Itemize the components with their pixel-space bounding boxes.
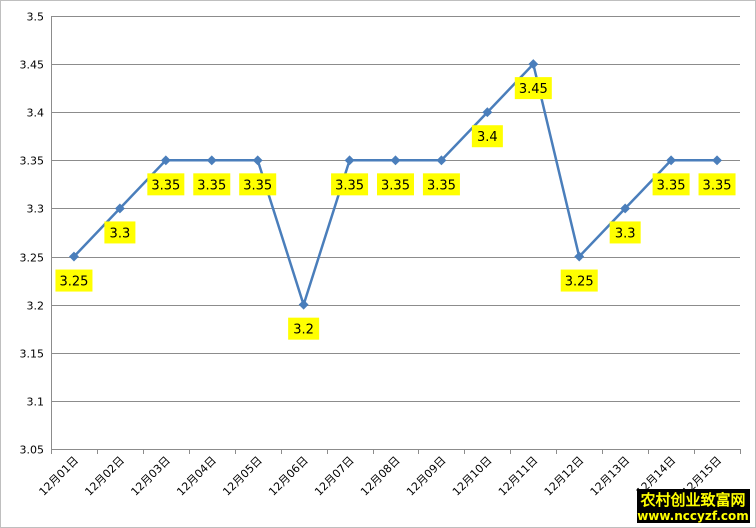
watermark-background <box>637 489 750 523</box>
y-tick-label: 3.15 <box>20 348 45 361</box>
data-point <box>390 155 401 166</box>
y-axis-tick-labels: 3.05 3.1 3.15 3.2 3.25 3.3 3.35 3.4 3.45 3.5 <box>20 11 45 457</box>
data-point <box>344 155 355 166</box>
data-point <box>620 203 631 214</box>
data-point <box>252 155 263 166</box>
data-label: 3.25 <box>565 275 594 290</box>
y-tick-label: 3.45 <box>20 59 45 72</box>
data-label-background <box>698 173 736 196</box>
data-label-background <box>471 125 503 148</box>
y-tick-label: 3.35 <box>20 155 45 168</box>
data-point <box>528 59 539 70</box>
data-point <box>160 155 171 166</box>
data-label-background <box>288 317 320 340</box>
data-label-background <box>55 269 93 292</box>
data-label: 3.2 <box>293 323 314 338</box>
data-label: 3.35 <box>335 178 364 193</box>
data-label: 3.35 <box>427 178 456 193</box>
data-point <box>206 155 217 166</box>
y-tick-label: 3.2 <box>27 300 45 313</box>
data-label: 3.35 <box>657 178 686 193</box>
x-axis <box>51 16 741 454</box>
y-tick-label: 3.05 <box>20 444 45 457</box>
watermark: 农村创业致富网 www.nccyzf.com <box>637 489 750 523</box>
data-label-background <box>377 173 414 196</box>
data-label: 3.35 <box>197 178 226 193</box>
data-label-background <box>652 173 690 196</box>
data-labels: 3.25 3.3 3.35 3.35 3.35 3.2 3.35 3.35 3.35 3.4 3.4… <box>55 77 736 340</box>
data-label: 3.3 <box>110 226 131 241</box>
data-point <box>666 155 677 166</box>
data-point <box>114 203 125 214</box>
data-label: 3.45 <box>519 82 548 97</box>
data-point <box>69 251 79 262</box>
data-label-background <box>514 77 552 100</box>
data-point <box>712 155 722 166</box>
data-point <box>298 299 309 310</box>
data-label-background <box>147 173 185 196</box>
data-label-background <box>331 173 369 196</box>
watermark-title: 农村创业致富网 <box>639 491 745 509</box>
data-label-background <box>560 269 598 292</box>
data-label: 3.35 <box>381 178 410 193</box>
y-tick-label: 3.1 <box>27 396 45 409</box>
data-label-background <box>193 173 231 196</box>
data-label: 3.25 <box>59 275 88 290</box>
data-label-background <box>104 221 136 244</box>
watermark-url: www.nccyzf.com <box>637 509 749 523</box>
data-label-background <box>422 173 460 196</box>
data-label: 3.35 <box>243 178 272 193</box>
y-tick-label: 3.3 <box>27 203 45 216</box>
data-label-background <box>609 221 641 244</box>
data-label: 3.35 <box>703 178 732 193</box>
data-label: 3.35 <box>151 178 180 193</box>
data-label-background <box>239 173 277 196</box>
y-tick-label: 3.4 <box>27 107 45 120</box>
y-tick-label: 3.25 <box>20 252 45 265</box>
data-label: 3.3 <box>615 226 636 241</box>
data-point <box>436 155 447 166</box>
y-tick-label: 3.5 <box>27 11 45 24</box>
data-label: 3.4 <box>477 130 498 145</box>
